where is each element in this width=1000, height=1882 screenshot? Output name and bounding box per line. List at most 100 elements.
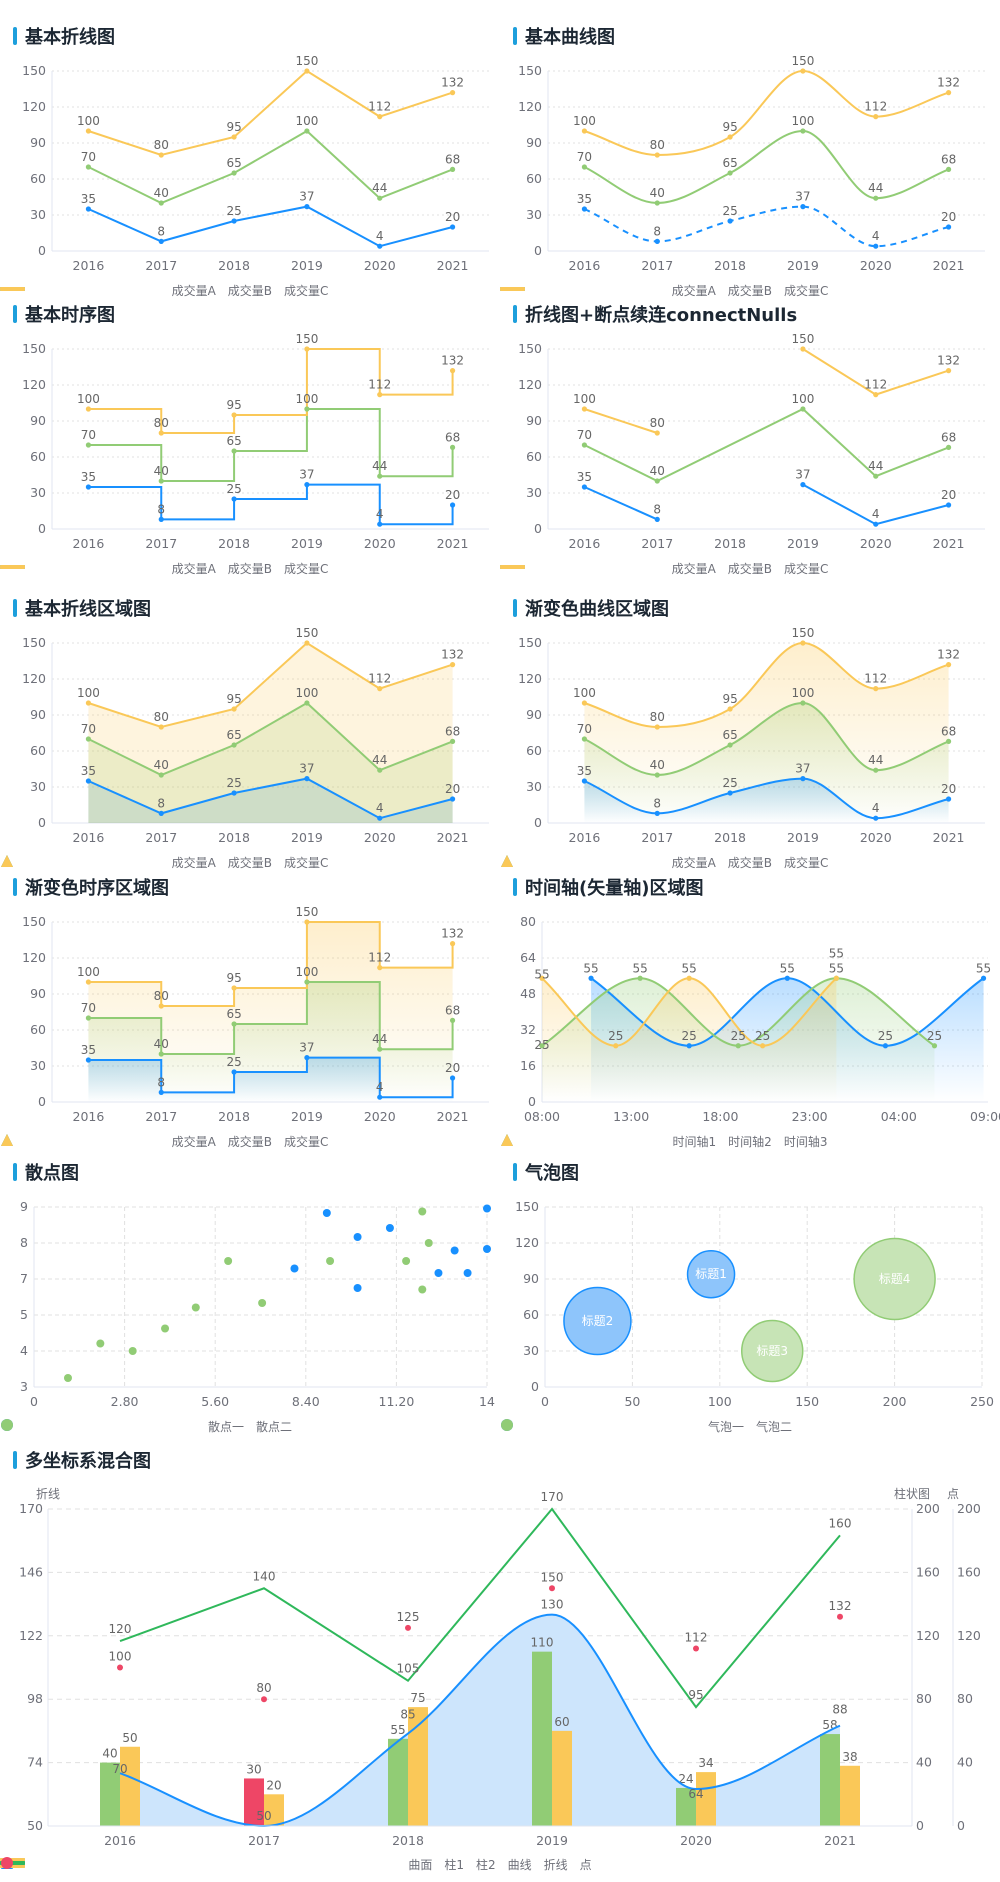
data-point[interactable]	[231, 170, 237, 176]
data-point[interactable]	[613, 1043, 619, 1049]
data-point[interactable]	[85, 206, 92, 212]
data-point[interactable]	[304, 406, 310, 412]
data-point[interactable]	[449, 738, 456, 744]
scatter-point[interactable]	[191, 1303, 200, 1312]
bar[interactable]	[820, 1734, 840, 1826]
data-point[interactable]	[158, 430, 164, 436]
data-point[interactable]	[686, 975, 692, 981]
data-point[interactable]	[85, 164, 92, 170]
data-point[interactable]	[158, 152, 164, 158]
scatter-point[interactable]	[326, 1257, 335, 1265]
data-point[interactable]	[800, 128, 806, 134]
data-point[interactable]	[304, 128, 310, 134]
scatter-point[interactable]	[837, 1613, 843, 1620]
legend-item[interactable]: 成交量B	[0, 560, 272, 577]
legend-item[interactable]: 成交量C	[500, 560, 828, 577]
data-point[interactable]	[727, 706, 733, 712]
bar[interactable]	[840, 1765, 860, 1826]
scatter-point[interactable]	[96, 1339, 105, 1348]
data-point[interactable]	[882, 1043, 889, 1049]
data-point[interactable]	[727, 218, 733, 224]
legend-item[interactable]: 气泡一	[501, 1418, 744, 1435]
data-point[interactable]	[654, 724, 660, 730]
data-point[interactable]	[873, 243, 879, 249]
data-point[interactable]	[800, 68, 806, 74]
data-point[interactable]	[158, 724, 164, 730]
data-point[interactable]	[85, 778, 92, 784]
data-point[interactable]	[784, 975, 790, 981]
scatter-point[interactable]	[322, 1209, 331, 1217]
data-point[interactable]	[449, 1075, 456, 1081]
data-point[interactable]	[304, 482, 310, 488]
data-point[interactable]	[304, 700, 310, 706]
data-point[interactable]	[231, 985, 237, 991]
scatter-point[interactable]	[434, 1269, 443, 1277]
scatter-point[interactable]	[261, 1696, 267, 1703]
scatter-point[interactable]	[483, 1245, 491, 1253]
bar[interactable]	[532, 1651, 552, 1826]
data-point[interactable]	[85, 1057, 92, 1063]
data-point[interactable]	[727, 742, 733, 748]
data-point[interactable]	[800, 204, 806, 210]
data-point[interactable]	[449, 941, 456, 947]
bar[interactable]	[408, 1707, 428, 1826]
scatter-point[interactable]	[353, 1233, 362, 1241]
scatter-point[interactable]	[385, 1224, 394, 1232]
data-point[interactable]	[945, 224, 952, 230]
data-point[interactable]	[377, 767, 383, 773]
data-point[interactable]	[377, 473, 383, 479]
data-point[interactable]	[945, 90, 952, 96]
scatter-point[interactable]	[117, 1664, 123, 1671]
data-point[interactable]	[800, 700, 806, 706]
data-point[interactable]	[158, 810, 164, 816]
data-point[interactable]	[158, 1051, 164, 1057]
data-point[interactable]	[727, 170, 733, 176]
data-point[interactable]	[377, 114, 383, 120]
data-point[interactable]	[539, 975, 545, 981]
legend-item[interactable]: 成交量C	[0, 560, 328, 577]
legend-item[interactable]: 柱1	[0, 1856, 464, 1873]
scatter-point[interactable]	[418, 1285, 427, 1294]
legend-item[interactable]: 成交量A	[500, 560, 716, 577]
data-point[interactable]	[304, 919, 310, 925]
scatter-point[interactable]	[405, 1624, 411, 1631]
data-point[interactable]	[800, 640, 806, 646]
scatter-point[interactable]	[463, 1269, 472, 1277]
data-point[interactable]	[158, 238, 164, 244]
scatter-point[interactable]	[450, 1246, 459, 1255]
legend-item[interactable]: 成交量C	[0, 282, 328, 299]
data-point[interactable]	[449, 662, 456, 668]
legend-item[interactable]: 柱2	[0, 1856, 496, 1873]
legend-item[interactable]: 时间轴3	[501, 1133, 827, 1150]
legend-item[interactable]: 成交量A	[1, 1133, 216, 1150]
data-point[interactable]	[873, 521, 879, 527]
data-point[interactable]	[581, 484, 588, 490]
data-point[interactable]	[833, 975, 839, 981]
scatter-point[interactable]	[693, 1645, 699, 1652]
data-point[interactable]	[449, 224, 456, 230]
legend-item[interactable]: 点	[1, 1856, 592, 1873]
data-point[interactable]	[945, 444, 952, 450]
bar[interactable]	[244, 1778, 264, 1826]
data-point[interactable]	[873, 767, 879, 773]
data-point[interactable]	[581, 700, 588, 706]
data-point[interactable]	[85, 406, 92, 412]
data-point[interactable]	[158, 1089, 164, 1095]
scatter-point[interactable]	[161, 1324, 170, 1333]
data-point[interactable]	[377, 686, 383, 692]
data-point[interactable]	[231, 790, 237, 796]
data-point[interactable]	[581, 206, 588, 212]
data-point[interactable]	[231, 134, 237, 140]
data-point[interactable]	[873, 686, 879, 692]
data-point[interactable]	[304, 979, 310, 985]
data-point[interactable]	[377, 965, 383, 971]
data-point[interactable]	[945, 166, 952, 172]
data-point[interactable]	[654, 238, 660, 244]
scatter-point[interactable]	[290, 1264, 299, 1273]
data-point[interactable]	[980, 975, 987, 981]
data-point[interactable]	[873, 392, 879, 398]
data-point[interactable]	[654, 772, 660, 778]
data-point[interactable]	[654, 200, 660, 206]
scatter-point[interactable]	[353, 1284, 362, 1292]
data-point[interactable]	[85, 736, 92, 742]
